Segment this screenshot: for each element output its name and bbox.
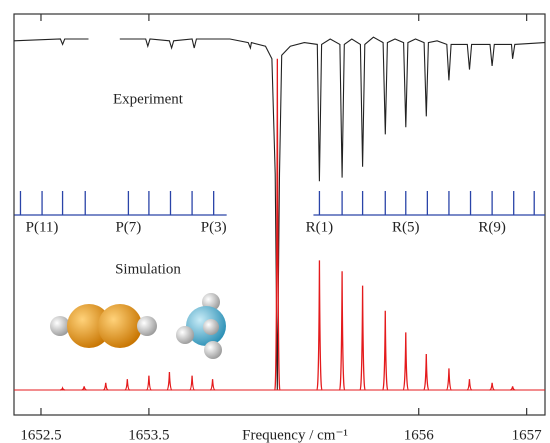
panel-label: Experiment [113, 91, 184, 107]
simulated-peak [81, 386, 87, 391]
simulated-peak [510, 386, 516, 391]
simulated-peak [359, 285, 366, 391]
assignment-label: P(3) [201, 219, 227, 235]
x-tick-label: 1657 [512, 427, 543, 443]
assignment-label: R(1) [306, 219, 334, 235]
x-tick-label: 1656 [404, 427, 435, 443]
simulated-peak [402, 332, 409, 391]
simulated-peak [103, 382, 109, 391]
molecule-ch4 [176, 293, 226, 359]
simulated-peak [166, 371, 173, 391]
simulated-peak [423, 353, 430, 391]
x-axis-label: Frequency / cm⁻¹ [242, 427, 348, 443]
simulated-peak [338, 271, 346, 391]
assignment-label: P(11) [26, 219, 59, 235]
experiment-trace [13, 36, 546, 391]
simulated-peak [209, 379, 216, 391]
simulated-peak [274, 58, 281, 391]
simulated-peak [489, 382, 495, 391]
simulated-peak [124, 379, 131, 391]
simulated-peak [189, 375, 195, 391]
simulated-peak [382, 310, 389, 391]
simulated-peak [446, 368, 452, 391]
molecule-c2h2 [50, 304, 157, 348]
assignment-label: R(9) [478, 219, 506, 235]
assignment-label: P(7) [115, 219, 141, 235]
simulated-peak [146, 375, 152, 391]
panel-label: Simulation [115, 261, 181, 277]
simulated-peak [316, 260, 323, 391]
x-tick-label: 1653.5 [128, 427, 169, 443]
x-tick-label: 1652.5 [20, 427, 61, 443]
simulated-peak [60, 386, 66, 391]
assignment-label: R(5) [392, 219, 420, 235]
simulated-peak [466, 379, 473, 391]
